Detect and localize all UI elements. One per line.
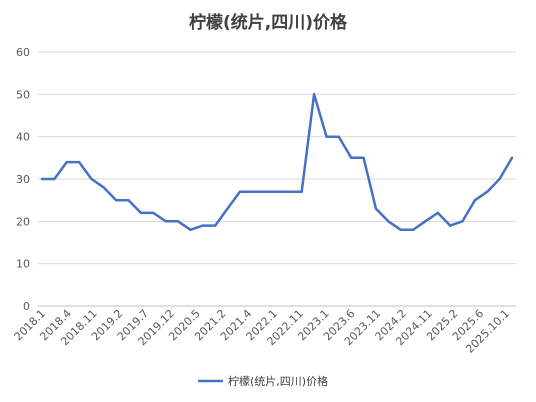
- legend-label: 柠檬(统片,四川)价格: [228, 374, 328, 388]
- data-point: [53, 177, 56, 181]
- data-point: [362, 156, 365, 160]
- data-point: [325, 135, 328, 138]
- data-point: [374, 207, 378, 210]
- y-tick-label: 60: [16, 46, 30, 59]
- data-point: [189, 228, 192, 231]
- legend: 柠檬(统片,四川)价格: [198, 374, 328, 388]
- data-point: [387, 220, 390, 223]
- data-point: [350, 156, 353, 160]
- gridlines: [38, 51, 516, 307]
- data-point: [486, 190, 489, 193]
- y-axis-labels: 0 10 20 30 40 50 60: [16, 46, 30, 313]
- y-tick-label: 10: [16, 258, 30, 271]
- data-point: [300, 190, 303, 193]
- data-point: [510, 156, 514, 160]
- data-point: [461, 220, 464, 223]
- data-point: [213, 224, 217, 227]
- data-point: [312, 93, 316, 96]
- data-point: [498, 177, 501, 181]
- data-point: [448, 224, 452, 227]
- data-point: [436, 211, 439, 215]
- y-tick-label: 30: [16, 173, 30, 186]
- data-point: [238, 190, 242, 193]
- data-point: [77, 160, 81, 164]
- chart-title: 柠檬(统片,四川)价格: [189, 12, 348, 33]
- data-point: [90, 177, 93, 181]
- data-point: [424, 220, 427, 223]
- y-tick-label: 20: [16, 215, 30, 228]
- data-point: [263, 190, 266, 193]
- data-point: [201, 224, 204, 227]
- data-point: [40, 177, 44, 181]
- data-point: [115, 198, 118, 202]
- data-point: [152, 211, 155, 215]
- data-point: [127, 198, 130, 202]
- data-point: [337, 135, 341, 138]
- data-point: [251, 190, 254, 193]
- data-point: [275, 190, 279, 193]
- data-point: [164, 220, 167, 223]
- data-point: [288, 190, 291, 193]
- y-tick-label: 40: [16, 131, 30, 144]
- x-axis-labels: 2018.12018.42018.112019.22019.72019.1220…: [12, 307, 512, 356]
- y-tick-label: 0: [23, 300, 30, 313]
- data-point: [176, 220, 180, 223]
- data-point: [139, 211, 143, 215]
- data-point: [411, 228, 415, 231]
- y-tick-label: 50: [16, 88, 30, 101]
- series-layer: [40, 93, 514, 232]
- data-point: [399, 228, 402, 231]
- data-point: [102, 186, 106, 189]
- data-point: [226, 207, 229, 210]
- series-line: [42, 93, 514, 232]
- data-point: [473, 198, 477, 202]
- data-point: [65, 160, 68, 164]
